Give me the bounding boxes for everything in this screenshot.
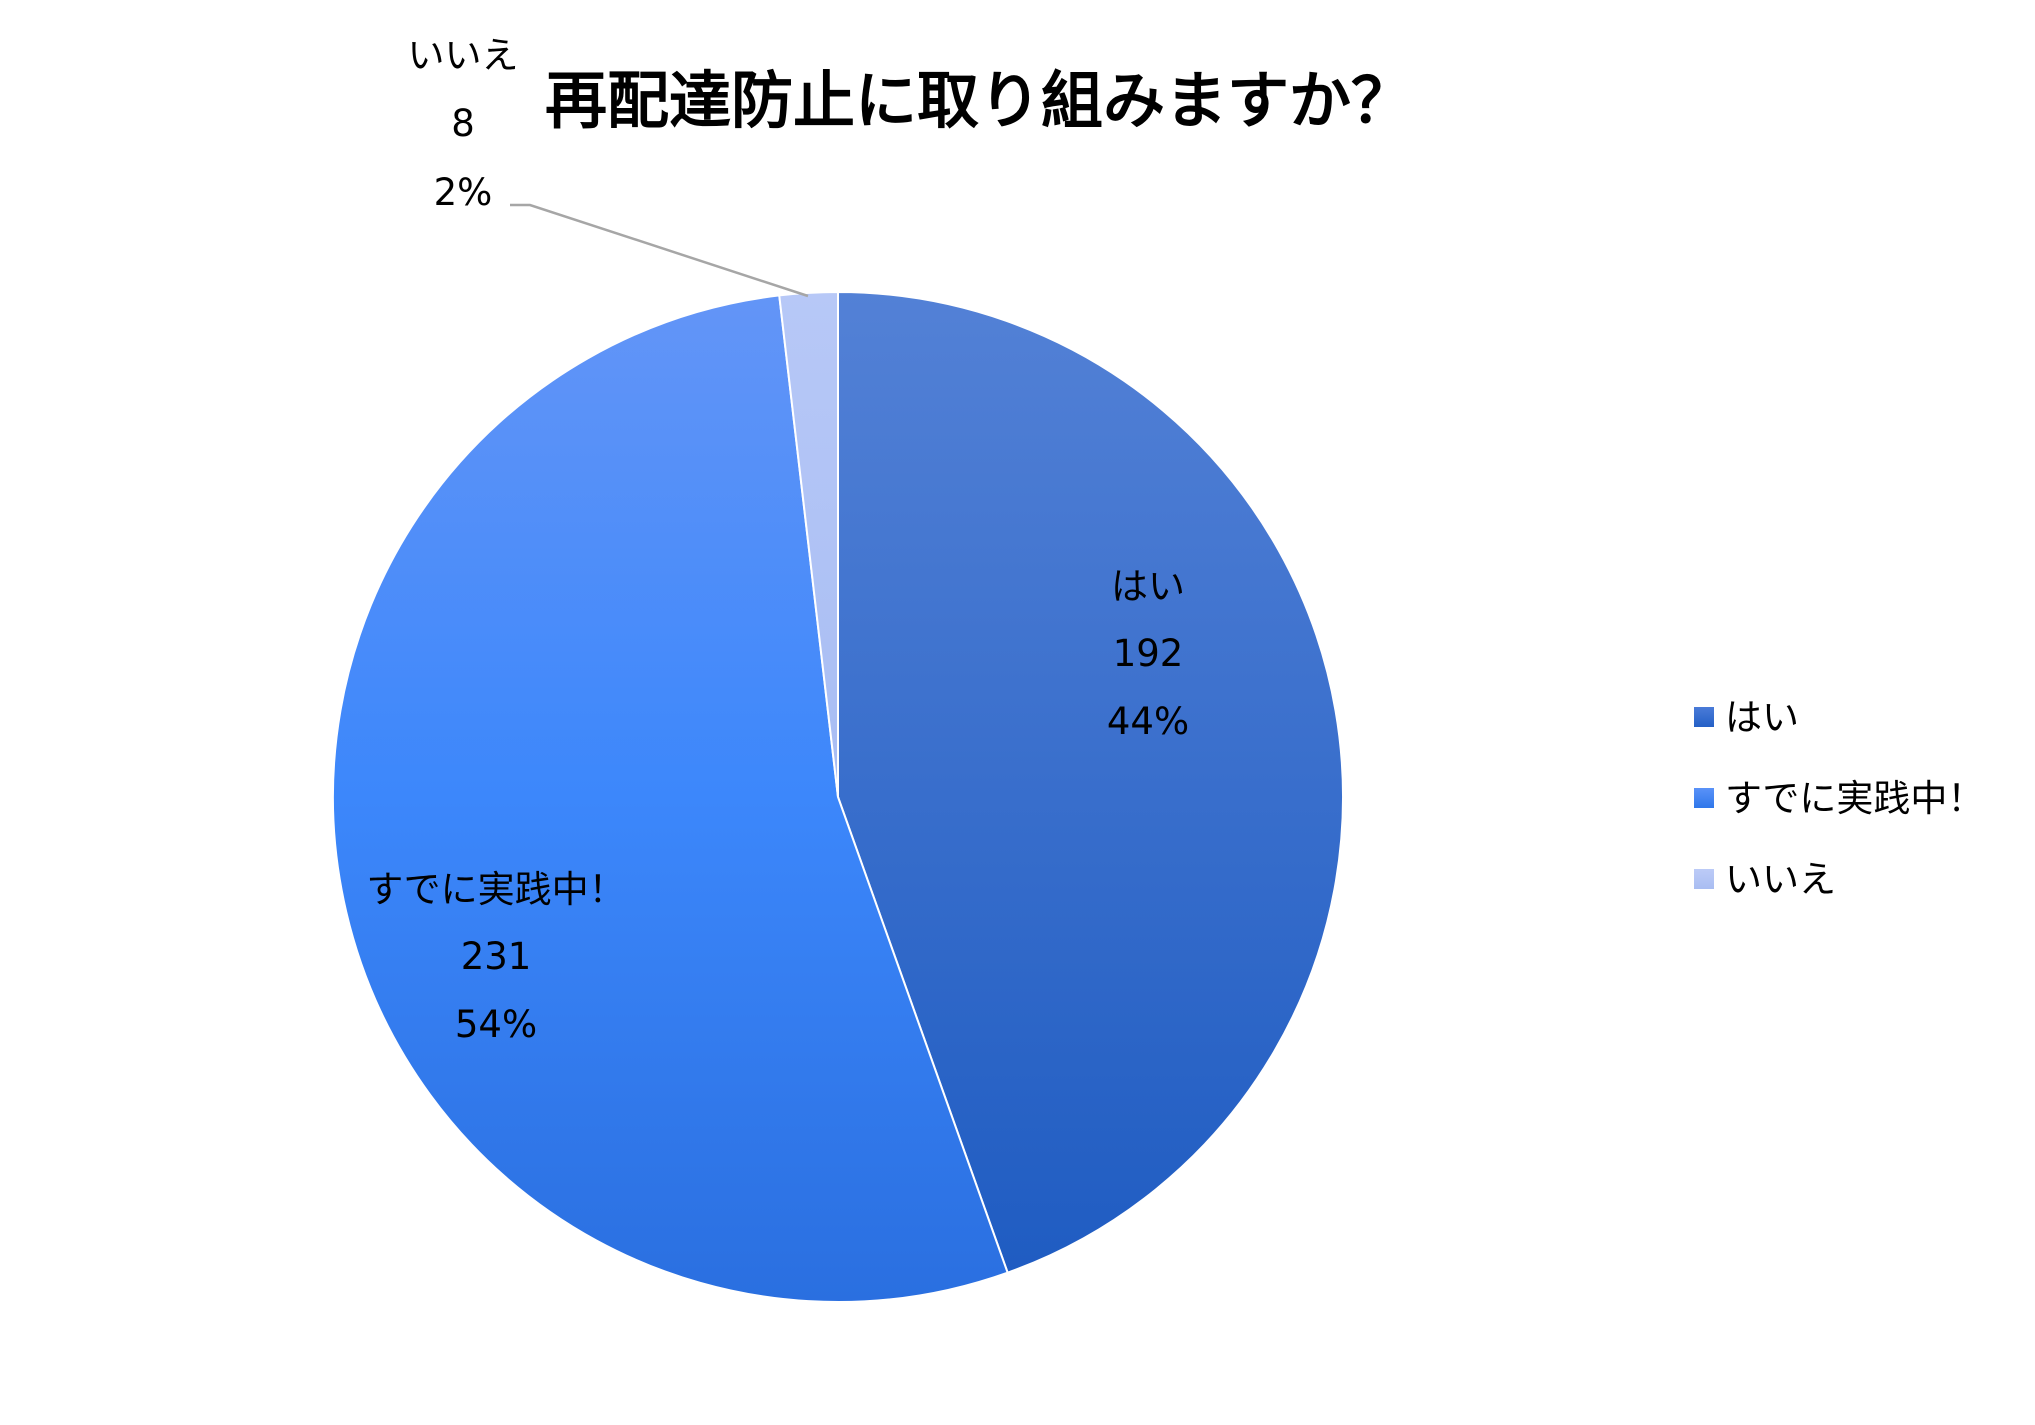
legend-swatch	[1694, 707, 1714, 727]
slice-label-category: はい	[1111, 565, 1185, 608]
slice-label-sudeni: すでに実践中！ 231 54%	[366, 868, 625, 1046]
slice-label-category: すでに実践中！	[366, 868, 625, 911]
legend-swatch	[1694, 788, 1714, 808]
slice-label-value: 8	[451, 102, 475, 145]
slice-label-hai: はい 192 44%	[1107, 565, 1189, 743]
legend-item-hai: はい	[1694, 696, 1799, 739]
legend: はい すでに実践中！ いいえ	[1694, 696, 1984, 901]
legend-label: いいえ	[1725, 858, 1836, 901]
slice-label-value: 192	[1113, 632, 1184, 675]
pie-slice-hai	[837, 290, 1344, 1274]
slice-label-category: いいえ	[408, 34, 519, 77]
legend-swatch	[1694, 869, 1714, 889]
legend-label: すでに実践中！	[1725, 777, 1984, 820]
slice-label-iie: いいえ 8 2%	[408, 34, 519, 214]
pie-slice-iie	[778, 290, 839, 798]
slice-label-value: 231	[461, 935, 532, 978]
slice-label-percent: 44%	[1107, 700, 1189, 743]
legend-label: はい	[1725, 696, 1799, 739]
slice-label-percent: 2%	[434, 171, 493, 214]
leader-line	[510, 203, 809, 298]
slice-label-percent: 54%	[455, 1003, 537, 1046]
legend-item-iie: いいえ	[1694, 858, 1836, 901]
legend-item-sudeni: すでに実践中！	[1694, 777, 1984, 820]
chart-title: 再配達防止に取り組みますか？	[545, 64, 1413, 137]
pie-slice-sudeni	[332, 294, 1009, 1303]
